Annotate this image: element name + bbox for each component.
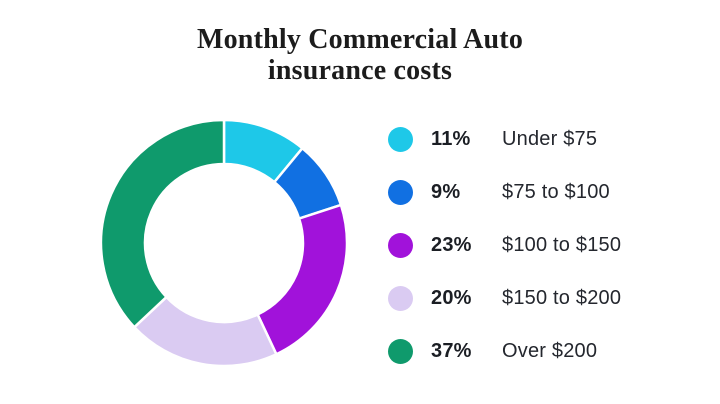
legend-percent: 11% [431,128,471,150]
legend-percent: 20% [431,287,472,309]
legend-percent: 9% [431,181,461,203]
legend-row: 23% $100 to $150 [388,233,621,258]
legend-dot-icon [388,339,413,364]
donut-chart [96,115,352,371]
legend-dot-icon [388,127,413,152]
legend-label: $150 to $200 [502,287,622,309]
donut-chart-svg [99,118,349,368]
legend-row: 11% Under $75 [388,127,621,152]
chart-title: Monthly Commercial Auto insurance costs [0,24,720,86]
chart-legend: 11% Under $75 9% $75 to $100 23% $100 to… [388,127,621,392]
chart-title-line2: insurance costs [267,55,453,86]
legend-percent: 37% [431,340,472,362]
chart-title-line1: Monthly Commercial Auto [196,24,524,55]
legend-row: 9% $75 to $100 [388,180,621,205]
donut-segment-4 [99,118,226,329]
legend-row: 20% $150 to $200 [388,286,621,311]
legend-dot-icon [388,233,413,258]
legend-label: $100 to $150 [502,234,622,256]
legend-label: Under $75 [502,128,598,150]
legend-label: Over $200 [502,340,598,362]
legend-row: 37% Over $200 [388,339,621,364]
legend-dot-icon [388,180,413,205]
donut-segment-2 [256,203,349,356]
legend-percent: 23% [431,234,472,256]
legend-label: $75 to $100 [502,181,610,203]
legend-dot-icon [388,286,413,311]
